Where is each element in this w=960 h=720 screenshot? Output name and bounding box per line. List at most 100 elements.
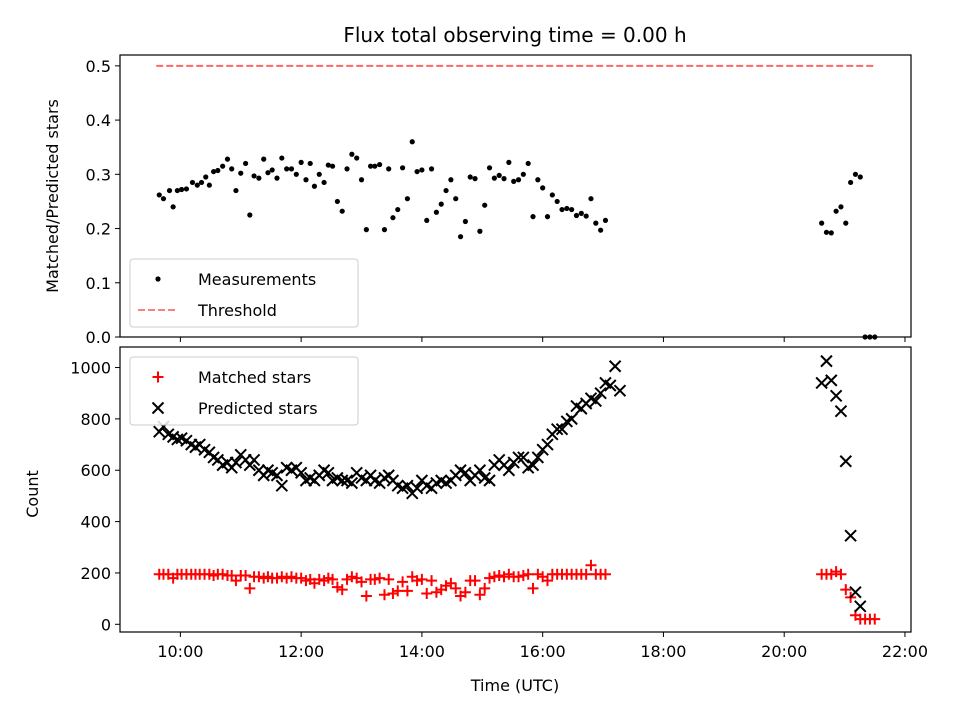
measurement-point	[344, 166, 350, 172]
matched-point	[421, 587, 433, 599]
matched-point	[240, 570, 252, 582]
matched-point	[484, 572, 496, 584]
measurement-point	[215, 167, 221, 174]
predicted-point	[526, 458, 540, 472]
measurement-point	[311, 183, 318, 189]
measurement-point	[602, 217, 609, 224]
measurement-point	[395, 206, 401, 213]
predicted-point	[815, 376, 828, 390]
predicted-point	[829, 389, 843, 402]
measurement-point	[404, 196, 411, 202]
matched-point	[360, 590, 372, 602]
measurement-point	[535, 177, 541, 183]
top-axes-frame	[119, 54, 912, 338]
predicted-point	[512, 451, 525, 464]
matched-point	[346, 571, 358, 583]
matched-point	[356, 576, 368, 588]
predicted-point	[541, 438, 554, 451]
measurement-point	[419, 167, 425, 173]
measurement-point	[472, 176, 478, 182]
measurement-point	[203, 174, 209, 180]
predicted-point	[335, 474, 349, 487]
matched-point	[378, 589, 390, 601]
matched-point	[401, 585, 413, 597]
measurement-point	[298, 159, 304, 165]
measurement-point	[467, 174, 473, 180]
matched-point	[387, 587, 399, 599]
measurement-point	[511, 178, 517, 184]
measurement-point	[482, 202, 488, 208]
measurement-point	[251, 173, 257, 179]
measurement-point	[274, 175, 280, 181]
bottom-legend-box	[129, 356, 359, 426]
predicted-point	[604, 379, 617, 392]
measurement-point	[496, 172, 502, 178]
predicted-point	[594, 387, 607, 400]
measurement-point	[477, 228, 483, 234]
matched-point	[599, 568, 611, 580]
measurement-point	[210, 168, 217, 175]
measurement-point	[334, 198, 340, 205]
bottom-x-tick-label: 16:00	[520, 642, 566, 661]
matched-point	[503, 568, 515, 580]
predicted-point	[322, 466, 335, 480]
bottom-y-tick-label: 800	[80, 410, 111, 429]
measurement-point	[174, 187, 180, 194]
matched-point	[527, 582, 539, 594]
bottom-y-tick-label: 1000	[70, 359, 111, 378]
bottom-y-axis-label: Count	[23, 470, 42, 518]
matched-point	[532, 568, 544, 580]
measurement-point	[448, 177, 454, 183]
measurement-point	[377, 161, 383, 168]
bottom-series-1	[153, 354, 867, 613]
predicted-point	[844, 529, 857, 542]
top-panel: 0.0 0.1 0.2 0.3 0.4 0.5 Measurements Threshold	[86, 54, 912, 347]
bottom-panel: 0 200 400 600 800 1000 10:00 12:00 14:00 16:00 18:…	[70, 346, 928, 661]
top-y-tick-label: 0.1	[86, 274, 111, 293]
matched-point	[498, 571, 510, 583]
measurement-point	[828, 230, 834, 236]
top-y-tick-label: 0.2	[86, 220, 111, 239]
measurement-point	[363, 227, 369, 233]
matched-point	[469, 575, 481, 587]
matched-point	[479, 582, 491, 594]
measurement-point	[443, 187, 449, 194]
matched-point	[445, 577, 457, 589]
legend-label: Matched stars	[198, 368, 311, 387]
top-y-tick-label: 0.0	[86, 328, 111, 347]
measurement-point	[354, 155, 360, 161]
measurement-point	[414, 168, 420, 175]
matched-point	[230, 575, 242, 587]
measurement-point	[540, 185, 546, 191]
measurement-point	[247, 212, 253, 218]
measurement-point	[399, 165, 406, 171]
matched-point	[397, 576, 409, 588]
measurement-point	[819, 220, 825, 226]
predicted-point	[834, 404, 848, 418]
measurement-point	[198, 179, 205, 186]
measurement-point	[438, 201, 444, 207]
predicted-point	[608, 360, 622, 373]
measurement-point	[156, 192, 162, 198]
matched-point	[459, 586, 471, 598]
measurement-point	[506, 159, 512, 165]
matched-point	[450, 582, 462, 594]
predicted-point	[820, 354, 833, 368]
predicted-point	[550, 422, 564, 436]
matched-point	[522, 568, 534, 580]
measurement-point	[279, 155, 285, 161]
measurement-point	[224, 156, 231, 162]
measurement-point	[166, 187, 173, 194]
measurement-point	[170, 204, 176, 210]
predicted-point	[849, 585, 862, 599]
bottom-y-tick-label: 0	[101, 615, 111, 634]
matched-point	[416, 573, 428, 585]
measurement-point	[288, 166, 295, 172]
predicted-point	[565, 412, 578, 426]
bottom-y-tick-label: 200	[80, 564, 111, 583]
predicted-point	[410, 482, 424, 495]
measurement-point	[843, 220, 849, 226]
measurement-point	[554, 198, 560, 205]
predicted-point	[294, 466, 308, 480]
matched-point	[585, 559, 597, 571]
